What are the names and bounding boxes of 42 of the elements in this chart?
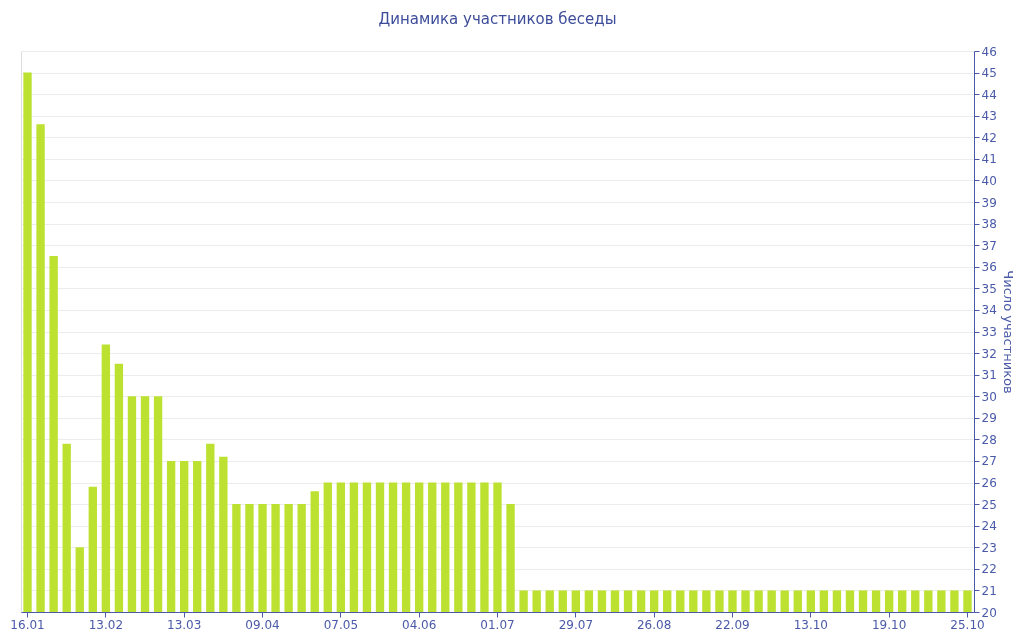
y-tick-label: 35 <box>981 281 997 296</box>
y-tick-label: 30 <box>981 389 997 404</box>
y-tick-label: 26 <box>981 476 997 491</box>
x-tick-label: 16.01 <box>10 617 45 632</box>
x-tick-label: 29.07 <box>558 617 594 632</box>
y-tick-label: 42 <box>981 130 997 145</box>
y-tick-label: 37 <box>981 238 997 253</box>
x-tick-label: 25.10 <box>950 617 985 632</box>
y-tick-label: 33 <box>981 325 997 339</box>
chart-title: Динамика участников беседы <box>378 10 617 28</box>
y-tick-label: 27 <box>981 454 997 469</box>
x-tick-label: 13.02 <box>88 617 124 632</box>
x-tick-label: 04.06 <box>401 617 437 632</box>
y-tick-label: 23 <box>981 540 997 555</box>
y-tick-label: 24 <box>981 519 997 534</box>
y-tick-label: 44 <box>981 87 997 102</box>
x-tick-label: 07.05 <box>323 617 359 632</box>
y-tick-label: 39 <box>981 195 997 210</box>
y-tick-label: 38 <box>981 217 997 232</box>
x-tick-label: 01.07 <box>480 617 515 632</box>
x-tick-label: 13.10 <box>793 617 828 632</box>
x-tick-label: 22.09 <box>715 617 750 632</box>
y-tick-label: 28 <box>981 432 997 447</box>
y-tick-label: 43 <box>981 109 997 124</box>
y-tick-label: 31 <box>981 368 997 383</box>
y-tick-label: 34 <box>981 303 997 318</box>
x-tick-label: 09.04 <box>245 617 280 632</box>
y-tick-label: 21 <box>981 583 997 598</box>
y-tick-label: 40 <box>981 173 997 188</box>
y-tick-label: 41 <box>981 152 997 167</box>
x-tick-label: 13.03 <box>167 617 202 632</box>
y-tick-label: 25 <box>981 497 997 512</box>
x-tick-label: 19.10 <box>871 617 907 632</box>
y-tick-label: 32 <box>981 346 997 361</box>
y-axis-title: Число участников <box>1000 270 1016 394</box>
y-tick-label: 29 <box>981 411 997 426</box>
y-tick-label: 45 <box>981 66 997 81</box>
y-tick-label: 36 <box>981 260 997 275</box>
y-tick-label: 20 <box>981 605 997 620</box>
x-tick-label: 26.08 <box>636 617 672 632</box>
y-tick-label: 22 <box>981 562 997 577</box>
y-tick-label: 46 <box>981 44 997 59</box>
